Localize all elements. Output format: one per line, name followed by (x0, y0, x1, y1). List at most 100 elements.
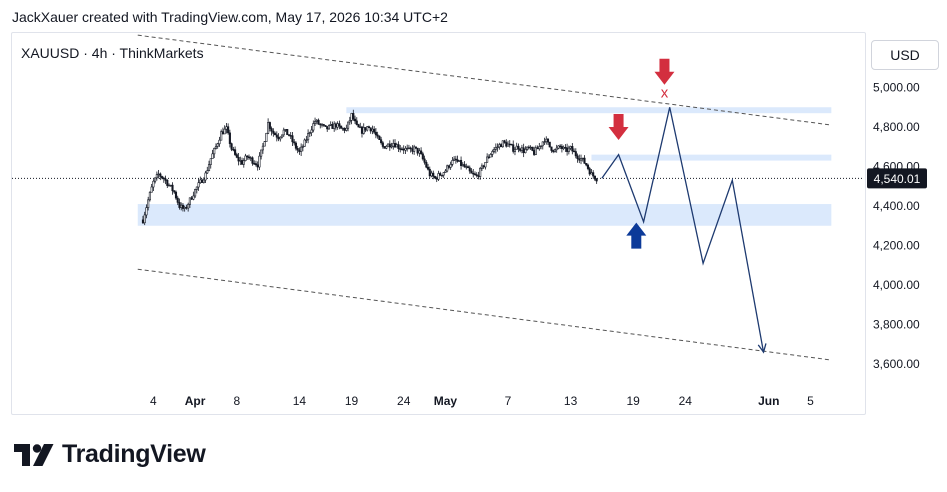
x-tick-label: Apr (185, 394, 206, 408)
candle-body (426, 166, 430, 170)
candle (552, 149, 555, 154)
currency-button[interactable]: USD (871, 40, 939, 70)
candle (190, 196, 193, 200)
projection-path[interactable] (601, 107, 765, 353)
candle-body (545, 138, 548, 142)
candle (235, 152, 238, 159)
candle (326, 126, 329, 132)
candle (331, 121, 334, 129)
trend-line[interactable] (137, 268, 832, 361)
candle (416, 147, 419, 156)
x-tick-label: 8 (233, 394, 240, 408)
candle (484, 161, 487, 170)
candle (567, 145, 570, 155)
candle (381, 141, 384, 149)
candle-body (301, 146, 304, 148)
candle (569, 145, 572, 151)
candle (472, 168, 475, 178)
candle-body (407, 147, 410, 150)
candle-body (555, 147, 558, 151)
brand[interactable]: TradingView (14, 440, 206, 469)
candle (432, 170, 435, 180)
x-tick-label: 14 (293, 394, 307, 408)
candle (242, 158, 245, 168)
candle-body (289, 135, 292, 137)
trend-line[interactable] (137, 34, 832, 126)
candle (489, 153, 492, 158)
candle-body (209, 158, 212, 165)
candle (230, 142, 233, 152)
candle (166, 179, 169, 189)
candle (220, 129, 223, 141)
candle (533, 146, 536, 157)
candle-body (399, 148, 402, 150)
candle-body (154, 177, 157, 182)
candle-body (148, 191, 151, 201)
candle (169, 184, 172, 187)
candle (538, 142, 541, 151)
candle-body (557, 145, 560, 149)
candle (437, 170, 440, 181)
candle-body (214, 146, 218, 149)
candle (493, 146, 496, 154)
candle (522, 143, 525, 158)
candle (251, 156, 254, 166)
candle-body (298, 149, 301, 152)
candle-body (253, 163, 256, 165)
candle-body (171, 184, 174, 192)
candle (470, 168, 473, 174)
x-tick-label: May (434, 394, 458, 408)
zone-mid (591, 154, 832, 161)
candle-body (449, 164, 452, 168)
candle (407, 144, 410, 150)
chart-caption: JackXauer created with TradingView.com, … (12, 9, 448, 25)
candle (256, 161, 259, 171)
candle-body (586, 164, 590, 169)
candle (385, 144, 388, 150)
candle (557, 145, 560, 150)
candle (171, 182, 174, 195)
x-tick-label: 4 (150, 394, 157, 408)
candle (460, 156, 463, 170)
symbol-label[interactable]: XAUUSD · 4h · ThinkMarkets (21, 45, 204, 61)
candle-body (494, 147, 497, 150)
candle-body (560, 146, 563, 149)
candle-body (294, 142, 297, 149)
candle-body (240, 160, 244, 165)
candle (517, 143, 520, 153)
candle-body (489, 154, 492, 158)
candle (444, 169, 447, 173)
candle-body (204, 172, 207, 181)
candle-body (430, 172, 433, 177)
candle-body (381, 142, 384, 147)
candle-body (352, 113, 355, 120)
tradingview-logo-icon (14, 443, 54, 466)
candle-body (364, 127, 367, 131)
candle (546, 137, 550, 146)
candle (451, 156, 454, 167)
candle (411, 145, 414, 155)
candle-body (293, 141, 296, 144)
candle (322, 123, 325, 127)
candle-body (195, 186, 198, 190)
candle (501, 140, 504, 148)
candle (583, 155, 586, 164)
candle-body (510, 143, 513, 146)
candle-body (246, 155, 249, 158)
candle-body (300, 146, 303, 152)
candle (284, 129, 287, 132)
candle (369, 127, 372, 134)
candle-body (256, 164, 259, 168)
candle (571, 143, 574, 155)
candle-body (202, 179, 205, 183)
candle (338, 120, 341, 130)
candle (360, 125, 364, 138)
candle-body (569, 146, 572, 149)
candle-body (324, 125, 327, 127)
candle-body (543, 141, 546, 143)
candle (534, 145, 537, 156)
candle-body (428, 168, 431, 177)
candle-body (225, 126, 228, 130)
candle (508, 140, 511, 148)
